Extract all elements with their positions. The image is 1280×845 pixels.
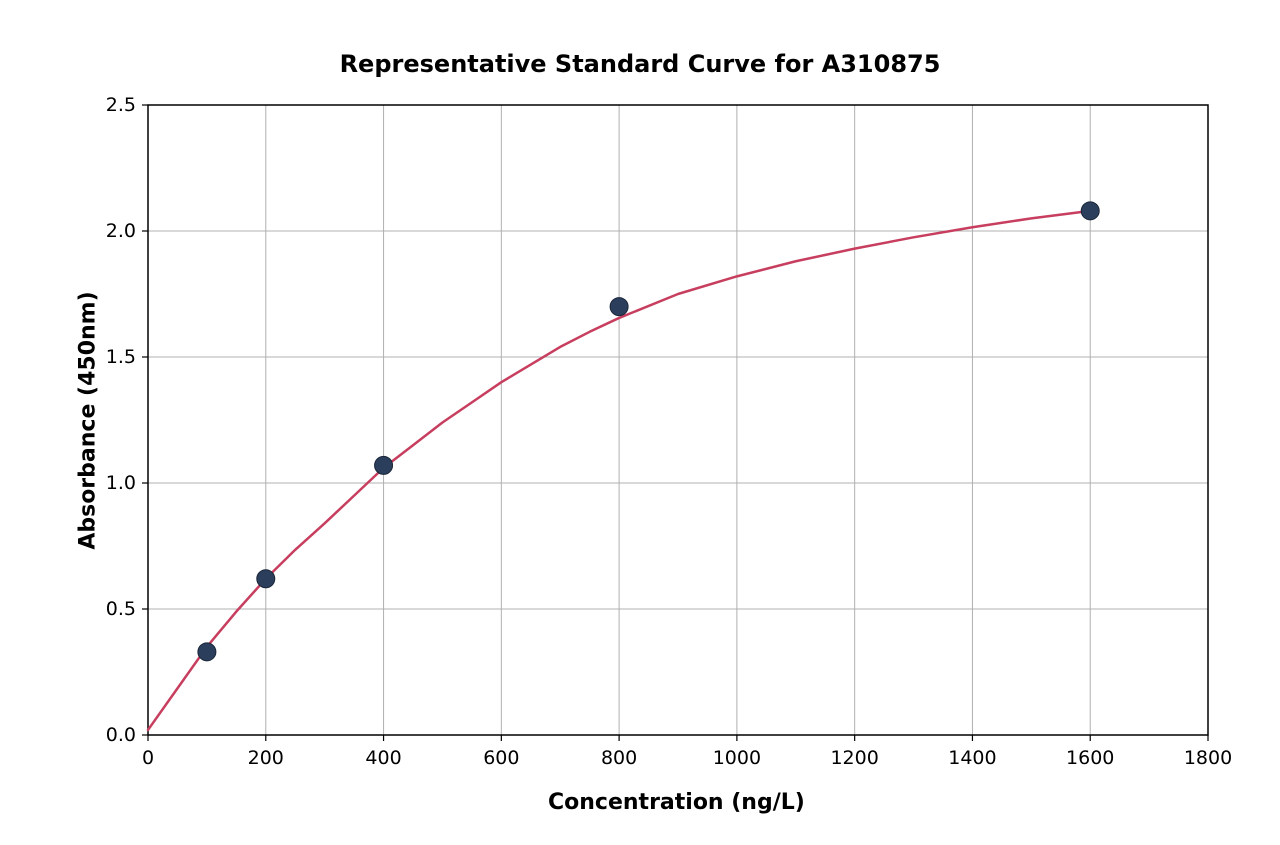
x-tick-label: 400: [359, 747, 409, 769]
y-tick-label: 1.5: [106, 346, 136, 368]
y-axis-label: Absorbance (450nm): [76, 291, 101, 551]
data-point: [610, 298, 628, 316]
x-tick-label: 1000: [712, 747, 762, 769]
x-tick-label: 1200: [830, 747, 880, 769]
x-tick-label: 0: [123, 747, 173, 769]
y-tick-label: 2.5: [106, 94, 136, 116]
x-tick-label: 800: [594, 747, 644, 769]
chart-svg: [0, 0, 1280, 845]
x-tick-label: 600: [476, 747, 526, 769]
data-point: [1081, 202, 1099, 220]
y-tick-label: 0.5: [106, 598, 136, 620]
data-points: [198, 202, 1099, 661]
x-tick-label: 1400: [947, 747, 997, 769]
x-tick-label: 1600: [1065, 747, 1115, 769]
data-point: [257, 570, 275, 588]
x-tick-label: 200: [241, 747, 291, 769]
y-tick-label: 1.0: [106, 472, 136, 494]
axis-ticks: [142, 105, 1208, 741]
grid-lines: [148, 105, 1208, 735]
data-point: [375, 456, 393, 474]
y-tick-label: 2.0: [106, 220, 136, 242]
chart-title: Representative Standard Curve for A31087…: [0, 50, 1280, 78]
y-tick-label: 0.0: [106, 724, 136, 746]
data-point: [198, 643, 216, 661]
x-axis-label: Concentration (ng/L): [548, 790, 805, 815]
x-tick-label: 1800: [1183, 747, 1233, 769]
axis-spines: [148, 105, 1208, 735]
chart-container: Representative Standard Curve for A31087…: [0, 0, 1280, 845]
